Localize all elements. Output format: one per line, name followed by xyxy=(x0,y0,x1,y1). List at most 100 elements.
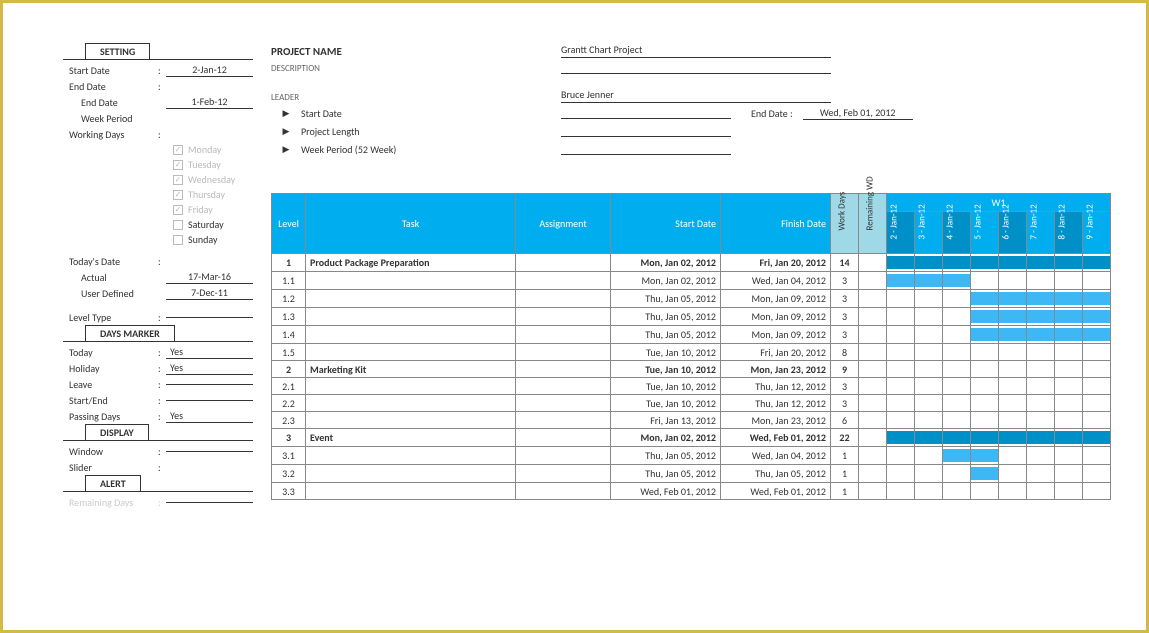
input-detail-start[interactable] xyxy=(561,107,731,119)
cell-day[interactable] xyxy=(1055,465,1083,483)
cell-level[interactable]: 1.2 xyxy=(272,290,306,308)
cell-day[interactable] xyxy=(915,308,943,326)
cell-finish[interactable]: Wed, Feb 01, 2012 xyxy=(721,429,831,447)
cell-day[interactable] xyxy=(971,308,999,326)
cell-day[interactable] xyxy=(915,254,943,272)
table-row[interactable]: 3.1Thu, Jan 05, 2012Wed, Jan 04, 20121 xyxy=(272,447,1111,465)
cell-task[interactable] xyxy=(306,447,516,465)
table-row[interactable]: 3EventMon, Jan 02, 2012Wed, Feb 01, 2012… xyxy=(272,429,1111,447)
input-level-type[interactable] xyxy=(166,317,253,318)
cell-day[interactable] xyxy=(1027,254,1055,272)
th-date[interactable]: 6 - Jan-12 xyxy=(999,212,1027,254)
th-date[interactable]: 4 - Jan-12 xyxy=(943,212,971,254)
cell-day[interactable] xyxy=(971,395,999,412)
cell-assignment[interactable] xyxy=(516,290,611,308)
cell-level[interactable]: 1.1 xyxy=(272,272,306,290)
cell-remaining[interactable] xyxy=(859,447,887,465)
cell-level[interactable]: 2 xyxy=(272,361,306,378)
cell-day[interactable] xyxy=(1083,272,1111,290)
cell-day[interactable] xyxy=(1083,344,1111,361)
cell-day[interactable] xyxy=(971,483,999,500)
cell-start[interactable]: Tue, Jan 10, 2012 xyxy=(611,361,721,378)
checkbox-icon[interactable]: ✓ xyxy=(173,145,183,155)
cell-day[interactable] xyxy=(1055,429,1083,447)
cell-day[interactable] xyxy=(999,290,1027,308)
cell-day[interactable] xyxy=(999,272,1027,290)
cell-level[interactable]: 1.4 xyxy=(272,326,306,344)
cell-finish[interactable]: Thu, Jan 12, 2012 xyxy=(721,395,831,412)
cell-day[interactable] xyxy=(915,326,943,344)
cell-start[interactable]: Thu, Jan 05, 2012 xyxy=(611,308,721,326)
cell-workdays[interactable]: 3 xyxy=(831,308,859,326)
cell-day[interactable] xyxy=(999,344,1027,361)
cell-day[interactable] xyxy=(1083,447,1111,465)
input-leave[interactable] xyxy=(166,384,253,385)
cell-day[interactable] xyxy=(1027,361,1055,378)
cell-finish[interactable]: Mon, Jan 23, 2012 xyxy=(721,361,831,378)
cell-task[interactable] xyxy=(306,395,516,412)
cell-finish[interactable]: Wed, Jan 04, 2012 xyxy=(721,272,831,290)
cell-day[interactable] xyxy=(971,429,999,447)
cell-start[interactable]: Tue, Jan 10, 2012 xyxy=(611,344,721,361)
input-passing-days[interactable]: Yes xyxy=(166,409,253,423)
checkbox-icon[interactable]: ✓ xyxy=(173,160,183,170)
cell-day[interactable] xyxy=(999,465,1027,483)
table-row[interactable]: 3.2Thu, Jan 05, 2012Thu, Jan 05, 20121 xyxy=(272,465,1111,483)
cell-workdays[interactable]: 8 xyxy=(831,344,859,361)
th-date[interactable]: 3 - Jan-12 xyxy=(915,212,943,254)
cell-day[interactable] xyxy=(1027,412,1055,429)
cell-day[interactable] xyxy=(1083,483,1111,500)
cell-finish[interactable]: Wed, Jan 04, 2012 xyxy=(721,447,831,465)
table-row[interactable]: 1.3Thu, Jan 05, 2012Mon, Jan 09, 20123 xyxy=(272,308,1111,326)
cell-day[interactable] xyxy=(971,344,999,361)
cell-day[interactable] xyxy=(943,378,971,395)
table-row[interactable]: 1Product Package PreparationMon, Jan 02,… xyxy=(272,254,1111,272)
input-start-end[interactable] xyxy=(166,400,253,401)
cell-day[interactable] xyxy=(1083,308,1111,326)
cell-day[interactable] xyxy=(971,465,999,483)
cell-day[interactable] xyxy=(1055,412,1083,429)
cell-day[interactable] xyxy=(999,412,1027,429)
cell-day[interactable] xyxy=(887,254,915,272)
cell-day[interactable] xyxy=(1055,254,1083,272)
cell-day[interactable] xyxy=(887,272,915,290)
cell-remaining[interactable] xyxy=(859,272,887,290)
th-date[interactable]: 5 - Jan-12 xyxy=(971,212,999,254)
cell-start[interactable]: Mon, Jan 02, 2012 xyxy=(611,429,721,447)
cell-day[interactable] xyxy=(915,361,943,378)
cell-day[interactable] xyxy=(971,290,999,308)
cell-workdays[interactable]: 3 xyxy=(831,326,859,344)
cell-remaining[interactable] xyxy=(859,483,887,500)
th-date[interactable]: 8 - Jan-12 xyxy=(1055,212,1083,254)
cell-workdays[interactable]: 1 xyxy=(831,483,859,500)
cell-finish[interactable]: Mon, Jan 23, 2012 xyxy=(721,412,831,429)
cell-day[interactable] xyxy=(915,447,943,465)
th-start-date[interactable]: Start Date xyxy=(611,194,721,254)
cell-day[interactable] xyxy=(887,378,915,395)
cell-task[interactable] xyxy=(306,308,516,326)
cell-level[interactable]: 2.1 xyxy=(272,378,306,395)
input-detail-length[interactable] xyxy=(561,125,731,137)
cell-task[interactable]: Marketing Kit xyxy=(306,361,516,378)
input-detail-week[interactable] xyxy=(561,143,731,155)
cell-day[interactable] xyxy=(1027,290,1055,308)
cell-day[interactable] xyxy=(943,465,971,483)
cell-level[interactable]: 1.3 xyxy=(272,308,306,326)
cell-level[interactable]: 3.1 xyxy=(272,447,306,465)
table-row[interactable]: 2.2Tue, Jan 10, 2012Thu, Jan 12, 20123 xyxy=(272,395,1111,412)
cell-workdays[interactable]: 6 xyxy=(831,412,859,429)
table-row[interactable]: 3.3Wed, Feb 01, 2012Wed, Feb 01, 20121 xyxy=(272,483,1111,500)
cell-day[interactable] xyxy=(971,361,999,378)
th-task[interactable]: Task xyxy=(306,194,516,254)
cell-workdays[interactable]: 3 xyxy=(831,378,859,395)
cell-day[interactable] xyxy=(943,344,971,361)
cell-task[interactable]: Event xyxy=(306,429,516,447)
cell-day[interactable] xyxy=(943,483,971,500)
cell-finish[interactable]: Thu, Jan 05, 2012 xyxy=(721,465,831,483)
cell-remaining[interactable] xyxy=(859,429,887,447)
cell-assignment[interactable] xyxy=(516,483,611,500)
th-finish-date[interactable]: Finish Date xyxy=(721,194,831,254)
input-today[interactable]: Yes xyxy=(166,345,253,359)
cell-day[interactable] xyxy=(1027,395,1055,412)
cell-finish[interactable]: Thu, Jan 12, 2012 xyxy=(721,378,831,395)
